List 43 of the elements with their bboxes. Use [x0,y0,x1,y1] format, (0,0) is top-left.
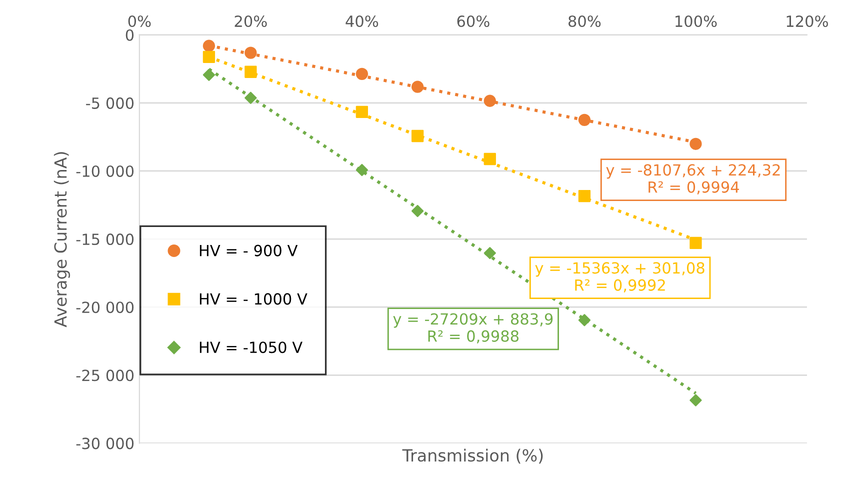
y-tick-label: -30 000 [76,438,134,450]
point [690,236,702,250]
point [484,246,496,260]
point [411,80,424,93]
x-tick-label: 0% [128,15,151,28]
annotation: y = -15363x + 301,08 R² = 0,9992 [535,262,704,292]
legend-label: HV = - 900 V [200,244,298,256]
x-axis-title: Transmission (%) [402,448,543,464]
y-tick-label: -10 000 [76,165,134,177]
point [244,66,257,78]
y-axis-title: Average Current (nA) [54,152,70,328]
point [690,394,702,406]
y-tick-label: -25 000 [76,370,134,382]
x-tick-label: 60% [457,15,490,28]
x-tick-label: 40% [346,15,378,28]
point [484,94,496,107]
point [411,204,424,218]
y-tick-label: -5 000 [86,97,134,109]
point [356,68,368,80]
y-tick-label: -20 000 [76,302,134,314]
annotation: y = -27209x + 883,9 R² = 0,9988 [393,313,553,344]
point [690,138,702,150]
point [484,152,496,166]
point [356,106,368,118]
point [578,314,591,326]
legend-label: HV = -1050 V [200,342,302,354]
x-tick-label: 80% [568,15,601,28]
y-tick-label: 0 [126,29,134,41]
annotation: y = -8107,6x + 224,32 R² = 0,9994 [606,164,780,194]
point [356,164,368,176]
x-tick-label: 120% [786,15,828,28]
point [411,130,424,142]
point [244,92,257,104]
x-tick-label: 20% [234,15,267,28]
point [578,190,591,202]
y-tick-label: -15 000 [76,234,134,246]
point [244,46,257,59]
point [202,50,216,63]
point [578,114,591,126]
legend-label: HV = - 1000 V [200,293,308,305]
point [202,40,216,52]
point [202,68,216,81]
x-tick-label: 100% [676,15,717,28]
